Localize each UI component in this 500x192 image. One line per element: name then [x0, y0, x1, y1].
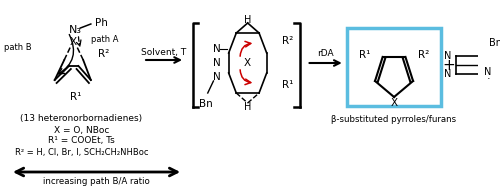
Text: R² = H, Cl, Br, I, SCH₂CH₂NHBoc: R² = H, Cl, Br, I, SCH₂CH₂NHBoc [14, 147, 148, 156]
Text: H: H [244, 102, 252, 112]
Text: Bn: Bn [489, 38, 500, 48]
Text: +: + [443, 57, 456, 73]
Text: path A: path A [91, 36, 118, 45]
Text: H: H [244, 15, 252, 25]
Text: R¹: R¹ [70, 92, 82, 102]
Text: N: N [214, 44, 221, 54]
Text: ·: · [487, 74, 491, 84]
Text: R²: R² [282, 36, 293, 46]
Text: Solvent, T: Solvent, T [142, 47, 186, 56]
Text: X: X [70, 37, 78, 47]
Text: R¹: R¹ [282, 80, 294, 90]
Text: increasing path B/A ratio: increasing path B/A ratio [43, 177, 150, 186]
Text: path B: path B [4, 44, 32, 52]
FancyBboxPatch shape [348, 28, 440, 106]
Text: rDA: rDA [318, 50, 334, 59]
Text: N: N [214, 72, 221, 82]
Text: N: N [214, 58, 221, 68]
Text: X: X [244, 58, 251, 68]
Text: (13 heteronorbornadienes): (13 heteronorbornadienes) [20, 113, 142, 122]
Text: β-substituted pyrroles/furans: β-substituted pyrroles/furans [332, 114, 456, 123]
Text: R¹ = COOEt, Ts: R¹ = COOEt, Ts [48, 137, 114, 146]
Text: N: N [444, 69, 451, 79]
Text: N: N [484, 67, 492, 77]
Text: Bn: Bn [199, 99, 212, 109]
Text: N: N [444, 51, 451, 61]
Text: N₃: N₃ [69, 25, 82, 35]
Text: R²: R² [418, 50, 429, 60]
Text: R¹: R¹ [359, 50, 370, 60]
Text: Ph: Ph [94, 18, 108, 28]
Text: R²: R² [98, 49, 110, 59]
Text: X: X [390, 98, 398, 108]
Text: X = O, NBoc: X = O, NBoc [54, 126, 109, 135]
